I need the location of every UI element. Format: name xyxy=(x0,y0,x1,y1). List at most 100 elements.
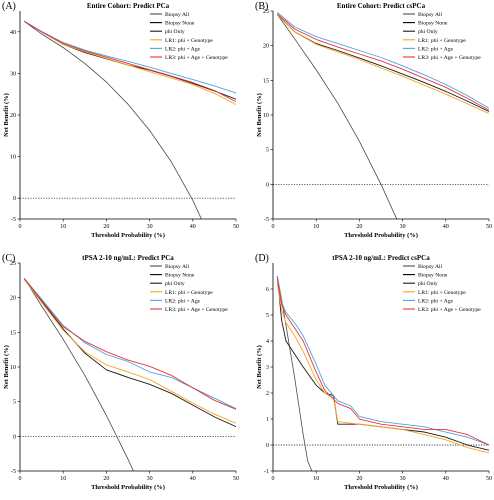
y-tick-label: 3 xyxy=(266,365,269,371)
legend-entry: Biopsy All xyxy=(165,12,190,18)
y-tick-label: 20 xyxy=(263,44,269,50)
series-group xyxy=(24,21,236,219)
x-axis-label: Threshold Probability (%) xyxy=(91,484,165,491)
x-tick-label: 50 xyxy=(233,224,239,230)
legend-entry: phi Only xyxy=(418,29,438,35)
series-line-lr3 xyxy=(24,21,236,103)
x-tick-label: 40 xyxy=(190,224,196,230)
y-tick-label: 40 xyxy=(10,30,16,36)
panel-label: (A) xyxy=(2,1,16,12)
x-tick-label: 0 xyxy=(19,224,22,230)
panel-label: (C) xyxy=(2,253,15,264)
legend-entry: Biopsy None xyxy=(165,21,195,27)
legend-entry: LR1: phi + Genotype xyxy=(418,38,466,44)
series-line-phi_only xyxy=(23,278,236,428)
x-tick-label: 10 xyxy=(60,476,66,482)
y-tick-label: 0 xyxy=(13,434,16,440)
y-tick-label: 5 xyxy=(13,400,16,406)
series-line-biopsy_all xyxy=(23,278,134,471)
x-tick-label: 0 xyxy=(19,476,22,482)
y-tick-label: 25 xyxy=(263,9,269,15)
x-tick-label: 30 xyxy=(147,224,153,230)
x-tick-label: 20 xyxy=(103,476,109,482)
x-tick-label: 50 xyxy=(486,224,492,230)
x-tick-label: 10 xyxy=(313,476,319,482)
x-tick-label: 30 xyxy=(400,224,406,230)
y-tick-label: 5 xyxy=(266,313,269,319)
y-tick-label: 1 xyxy=(266,417,269,423)
series-line-lr1 xyxy=(276,283,489,454)
x-tick-label: 0 xyxy=(272,476,275,482)
legend-entry: Biopsy All xyxy=(165,264,190,270)
legend-entry: Biopsy All xyxy=(418,12,443,18)
x-tick-label: 30 xyxy=(400,476,406,482)
chart-title: tPSA 2-10 ng/mL: Predict csPCa xyxy=(332,254,430,262)
y-axis-label: Net Benefit (%) xyxy=(256,345,263,389)
chart-title: Entire Cohort: Predict csPCa xyxy=(337,2,426,10)
y-tick-label: 5 xyxy=(266,148,269,154)
legend-entry: phi Only xyxy=(165,281,185,287)
x-tick-label: 40 xyxy=(190,476,196,482)
x-tick-label: 20 xyxy=(103,224,109,230)
y-tick-label: 20 xyxy=(10,296,16,302)
panel-label: (B) xyxy=(255,1,268,12)
x-axis-label: Threshold Probability (%) xyxy=(344,232,418,239)
chart-title: Entire Cohort: Predict PCa xyxy=(87,2,170,10)
y-tick-label: -5 xyxy=(11,469,16,475)
y-tick-label: 30 xyxy=(10,71,16,77)
x-tick-label: 40 xyxy=(443,224,449,230)
legend-entry: phi Only xyxy=(165,29,185,35)
series-line-lr2 xyxy=(276,275,489,446)
series-line-lr1 xyxy=(24,21,236,105)
y-tick-label: -5 xyxy=(264,217,269,223)
x-axis-label: Threshold Probability (%) xyxy=(91,232,165,239)
y-axis-label: Net Benefit (%) xyxy=(256,93,263,137)
x-tick-label: 50 xyxy=(486,476,492,482)
legend-entry: Biopsy None xyxy=(418,21,448,27)
y-tick-label: 6 xyxy=(266,287,269,293)
y-tick-label: 15 xyxy=(263,78,269,84)
chart-panel-4: (D) tPSA 2-10 ng/mL: Predict csPCa-101234… xyxy=(255,253,492,491)
y-axis-label: Net Benefit (%) xyxy=(3,93,10,137)
series-line-biopsy_all xyxy=(276,14,398,219)
legend-entry: LR1: phi + Genotype xyxy=(165,290,213,296)
x-tick-label: 40 xyxy=(443,476,449,482)
x-tick-label: 20 xyxy=(356,224,362,230)
series-line-lr1 xyxy=(23,279,236,424)
series-line-phi_only xyxy=(276,14,489,112)
series-line-lr3 xyxy=(23,278,236,410)
y-tick-label: 2 xyxy=(266,391,269,397)
y-tick-label: 20 xyxy=(10,113,16,119)
x-tick-label: 0 xyxy=(272,224,275,230)
y-tick-label: 15 xyxy=(10,330,16,336)
y-tick-label: -5 xyxy=(11,217,16,223)
series-line-lr2 xyxy=(277,12,489,109)
y-tick-label: 10 xyxy=(10,155,16,161)
legend-entry: LR3: phi + Age + Genotype xyxy=(165,307,228,313)
legend-entry: LR3: phi + Age + Genotype xyxy=(418,307,481,313)
series-line-lr3 xyxy=(277,13,489,111)
legend-entry: LR3: phi + Age + Genotype xyxy=(418,55,481,61)
chart-panel-1: (A) Entire Cohort: Predict PCa-5010203040… xyxy=(2,1,239,239)
y-tick-label: 4 xyxy=(266,339,269,345)
legend-entry: LR2: phi + Age xyxy=(418,298,454,304)
legend-entry: Biopsy All xyxy=(418,264,443,270)
legend-entry: LR3: phi + Age + Genotype xyxy=(165,55,228,61)
chart-panel-2: (B) Entire Cohort: Predict csPCa-50510152… xyxy=(255,1,492,239)
y-tick-label: 10 xyxy=(263,113,269,119)
panel-label: (D) xyxy=(255,253,269,264)
series-line-biopsy_all xyxy=(24,21,202,219)
legend-entry: Biopsy None xyxy=(165,273,195,279)
x-tick-label: 50 xyxy=(233,476,239,482)
legend-entry: LR2: phi + Age xyxy=(165,46,201,52)
legend-entry: Biopsy None xyxy=(418,273,448,279)
chart-panel-3: (C) tPSA 2-10 ng/mL: Predict PCa-50510152… xyxy=(2,253,239,491)
y-tick-label: 0 xyxy=(13,196,16,202)
series-line-lr2 xyxy=(24,21,236,94)
chart-title: tPSA 2-10 ng/mL: Predict PCa xyxy=(82,254,174,262)
y-tick-label: 25 xyxy=(10,261,16,267)
legend-entry: LR2: phi + Age xyxy=(418,46,454,52)
series-group xyxy=(23,278,236,471)
y-tick-label: 0 xyxy=(266,182,269,188)
